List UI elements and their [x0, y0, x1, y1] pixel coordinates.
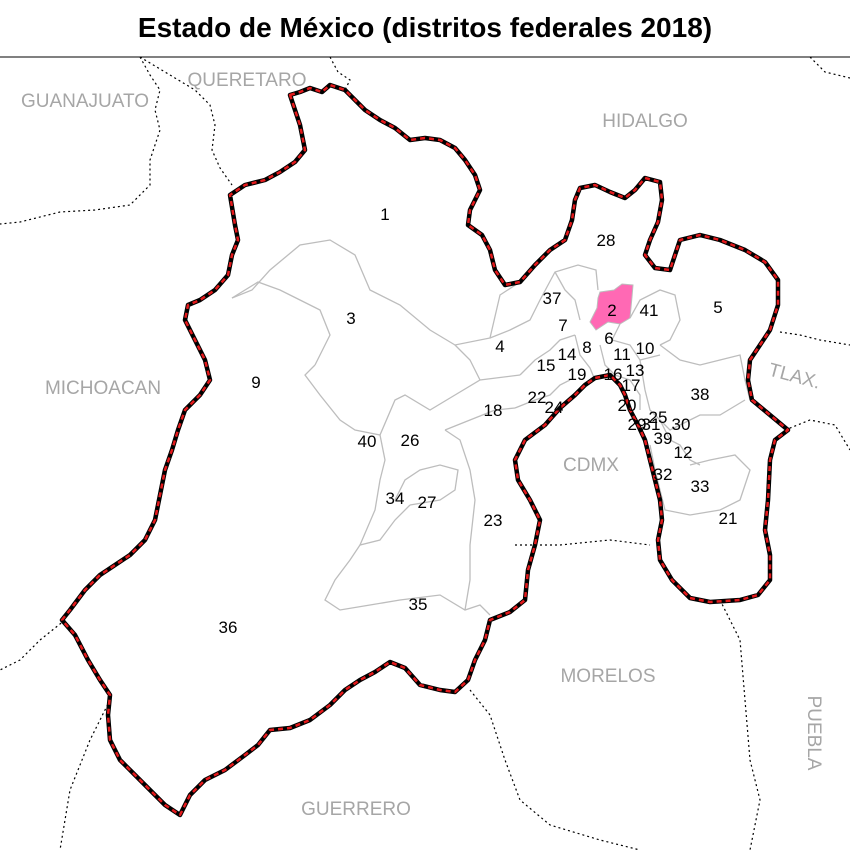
district-label: 14 [558, 345, 577, 364]
label-tlaxcala: TLAX. [766, 360, 822, 394]
district-label: 40 [358, 432, 377, 451]
district-label: 10 [636, 339, 655, 358]
district-label: 29 [628, 415, 647, 434]
map-title: Estado de México (distritos federales 20… [137, 12, 713, 43]
district-label: 11 [613, 345, 631, 364]
label-puebla: PUEBLA [803, 696, 824, 771]
district-label: 24 [545, 398, 564, 417]
label-guanajuato: GUANAJUATO [21, 91, 149, 112]
district-label: 35 [409, 595, 428, 614]
district-label: 41 [640, 301, 659, 320]
district-label: 20 [618, 396, 637, 415]
district-label: 9 [251, 373, 260, 392]
district-label: 8 [582, 338, 591, 357]
district-label: 19 [568, 365, 587, 384]
district-label: 30 [672, 415, 691, 434]
district-label: 34 [386, 489, 405, 508]
label-morelos: MORELOS [560, 666, 655, 687]
district-label: 25 [649, 408, 668, 427]
district-label: 16 [604, 365, 623, 384]
district-labels: 1 2 3 4 5 6 7 8 9 10 11 12 13 14 15 16 1… [219, 205, 738, 637]
district-label: 12 [674, 443, 693, 462]
district-label: 23 [484, 511, 503, 530]
label-guerrero: GUERRERO [301, 799, 411, 820]
district-label: 21 [719, 509, 738, 528]
neighbor-labels: GUANAJUATO QUERETARO HIDALGO MICHOACAN T… [21, 70, 824, 820]
district-label: 31 [642, 415, 661, 434]
district-label: 38 [691, 385, 710, 404]
district-label: 5 [713, 298, 722, 317]
district-boundaries [231, 239, 751, 616]
district-label: 36 [219, 618, 238, 637]
district-label: 17 [622, 376, 641, 395]
district-label: 1 [380, 205, 389, 224]
label-queretaro: QUERETARO [188, 70, 307, 91]
district-label: 2 [607, 301, 616, 320]
district-label: 18 [484, 401, 503, 420]
label-cdmx: CDMX [563, 455, 619, 476]
district-label: 32 [654, 465, 673, 484]
neighbor-borders [0, 56, 850, 850]
district-label: 15 [537, 356, 556, 375]
district-label: 22 [528, 388, 547, 407]
district-label: 28 [597, 231, 616, 250]
label-hidalgo: HIDALGO [602, 111, 688, 132]
district-label: 6 [604, 329, 613, 348]
district-label: 7 [558, 316, 567, 335]
district-label: 39 [654, 429, 673, 448]
district-label: 33 [691, 477, 710, 496]
district-label: 13 [626, 361, 645, 380]
district-label: 4 [495, 337, 504, 356]
district-label: 26 [401, 431, 420, 450]
state-outline [59, 82, 791, 818]
district-label: 27 [418, 493, 437, 512]
label-michoacan: MICHOACAN [45, 378, 161, 399]
district-label: 3 [346, 309, 355, 328]
district-label: 37 [543, 289, 562, 308]
